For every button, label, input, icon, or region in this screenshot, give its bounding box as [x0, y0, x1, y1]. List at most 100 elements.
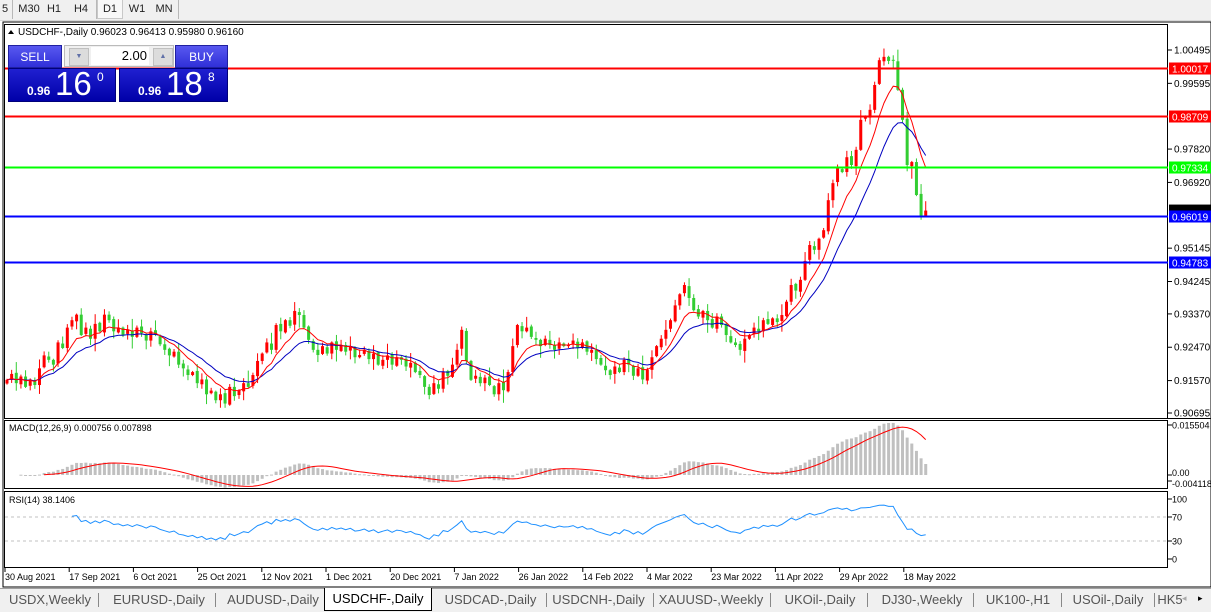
macd-bar: [696, 462, 700, 475]
bullish-candle: [789, 285, 793, 302]
macd-bar: [302, 463, 306, 475]
macd-bar: [553, 468, 557, 475]
bearish-candle: [390, 354, 394, 365]
bearish-candle: [766, 319, 770, 324]
bearish-candle: [205, 379, 209, 395]
date-label: 1 Dec 2021: [326, 572, 372, 582]
tab-eurusd-daily[interactable]: EURUSD-,Daily: [113, 592, 205, 607]
bullish-candle: [803, 260, 807, 280]
tab-usdcnh-daily[interactable]: USDCNH-,Daily: [552, 592, 645, 607]
bearish-candle: [729, 336, 733, 343]
timeframe-5[interactable]: 5: [1, 3, 9, 15]
bullish-candle: [613, 366, 617, 374]
bearish-candle: [302, 315, 306, 328]
tab-ukoil-daily[interactable]: UKOil-,Daily: [784, 592, 856, 607]
tab-usdcad-daily[interactable]: USDCAD-,Daily: [444, 592, 537, 607]
bearish-candle: [214, 391, 218, 401]
macd-bar: [580, 470, 584, 475]
timeframe-w1[interactable]: W1: [128, 3, 146, 15]
bullish-candle: [655, 346, 659, 357]
timeframe-h1[interactable]: H1: [46, 3, 62, 15]
scroll-tabs-right-icon[interactable]: ▸: [1198, 593, 1203, 603]
bullish-candle: [845, 157, 849, 173]
macd-bar: [910, 443, 914, 475]
macd-bar: [33, 475, 37, 476]
macd-bar: [344, 472, 348, 475]
sell-price[interactable]: 0.96 16 0: [8, 65, 116, 102]
bullish-candle: [910, 162, 914, 167]
tab-hk5[interactable]: HK5: [1157, 592, 1183, 607]
macd-bar: [525, 469, 529, 475]
bullish-candle: [868, 109, 872, 118]
macd-bar: [200, 475, 204, 483]
timeframe-m30[interactable]: M30: [18, 3, 40, 15]
macd-bar: [107, 462, 111, 475]
sell-price-pips: 16: [55, 65, 92, 102]
bearish-candle: [469, 360, 473, 380]
bullish-candle: [135, 327, 139, 337]
macd-bar: [664, 472, 668, 475]
bearish-candle: [501, 382, 505, 391]
macd-bar: [566, 469, 570, 475]
tab-usoil-daily[interactable]: USOil-,Daily: [1072, 592, 1144, 607]
bearish-candle: [794, 283, 798, 291]
scroll-tabs-left-icon[interactable]: ◂: [1182, 593, 1187, 603]
timeframe-mn[interactable]: MN: [155, 3, 173, 15]
macd-bar: [617, 475, 621, 479]
tab-usdx-weekly[interactable]: USDX,Weekly: [8, 592, 92, 607]
bullish-candle: [116, 327, 120, 333]
bearish-candle: [488, 376, 492, 386]
macd-bar: [627, 475, 631, 478]
bearish-candle: [706, 310, 710, 321]
bullish-candle: [372, 353, 376, 360]
buy-price[interactable]: 0.96 18 8: [119, 65, 228, 102]
macd-bar: [348, 472, 352, 475]
macd-bar: [896, 425, 900, 475]
macd-bar: [112, 463, 116, 475]
tab-dj30-weekly[interactable]: DJ30-,Weekly: [881, 592, 963, 607]
bearish-candle: [186, 369, 190, 376]
timeframe-h4[interactable]: H4: [73, 3, 89, 15]
chart-frame: [2, 21, 1211, 588]
macd-bar: [534, 468, 538, 475]
tab-separator: [1154, 593, 1155, 607]
macd-bar: [478, 475, 482, 478]
date-label: 14 Feb 2022: [583, 572, 634, 582]
macd-label: MACD(12,26,9) 0.000756 0.007898: [9, 423, 152, 433]
macd-bar: [65, 466, 69, 475]
bullish-candle: [70, 320, 74, 327]
tab-xauusd-weekly[interactable]: XAUUSD-,Weekly: [658, 592, 764, 607]
bullish-candle: [924, 210, 928, 216]
lot-size-input[interactable]: 2.00: [91, 47, 149, 65]
tab-uk100-h1[interactable]: UK100-,H1: [985, 592, 1051, 607]
bullish-candle: [274, 325, 278, 350]
rsi-tick-label: 100: [1172, 495, 1187, 505]
buy-button[interactable]: BUY: [175, 45, 228, 69]
bearish-candle: [311, 340, 315, 350]
timeframe-d1[interactable]: D1: [97, 0, 123, 19]
bullish-candle: [93, 323, 97, 339]
sell-button[interactable]: SELL: [8, 45, 62, 69]
macd-bar: [450, 475, 454, 481]
bearish-candle: [167, 348, 171, 356]
bullish-candle: [817, 238, 821, 250]
macd-bar: [873, 428, 877, 475]
macd-bar: [158, 470, 162, 475]
tab-audusd-daily[interactable]: AUDUSD-,Daily: [227, 592, 319, 607]
macd-bar: [334, 471, 338, 475]
macd-bar: [325, 470, 329, 475]
bullish-candle: [126, 329, 130, 334]
bullish-candle: [10, 373, 14, 380]
tab-usdchf-daily[interactable]: USDCHF-,Daily: [324, 588, 432, 611]
macd-bar: [223, 475, 227, 488]
macd-bar: [256, 475, 260, 482]
increase-lot-icon[interactable]: ▲: [153, 48, 173, 66]
macd-bar: [242, 475, 246, 486]
price-level-label: 0.96019: [1172, 213, 1209, 224]
lot-size-stepper[interactable]: ▼ 2.00 ▲: [64, 45, 174, 67]
bullish-candle: [348, 346, 352, 351]
decrease-lot-icon[interactable]: ▼: [69, 48, 89, 66]
bearish-candle: [539, 339, 543, 347]
macd-bar: [863, 432, 867, 475]
chart-window[interactable]: 1.00495 0.99595 0.97820 0.96920 0.95145 0.942…: [0, 0, 1211, 588]
